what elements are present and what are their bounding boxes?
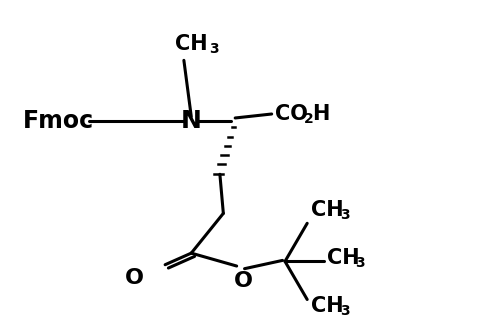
- Text: 2: 2: [304, 112, 313, 126]
- Text: O: O: [125, 268, 144, 288]
- Text: 3: 3: [340, 208, 349, 222]
- Text: H: H: [312, 104, 329, 124]
- Text: N: N: [181, 109, 202, 133]
- Text: O: O: [234, 271, 252, 291]
- Text: Fmoc: Fmoc: [22, 109, 94, 133]
- Text: CH: CH: [327, 248, 360, 268]
- Text: CO: CO: [275, 104, 308, 124]
- Text: 3: 3: [356, 256, 365, 270]
- Text: CH: CH: [175, 34, 208, 54]
- Text: CH: CH: [311, 200, 344, 220]
- Text: CH: CH: [311, 296, 344, 316]
- Text: 3: 3: [340, 304, 349, 318]
- Text: 3: 3: [209, 42, 218, 56]
